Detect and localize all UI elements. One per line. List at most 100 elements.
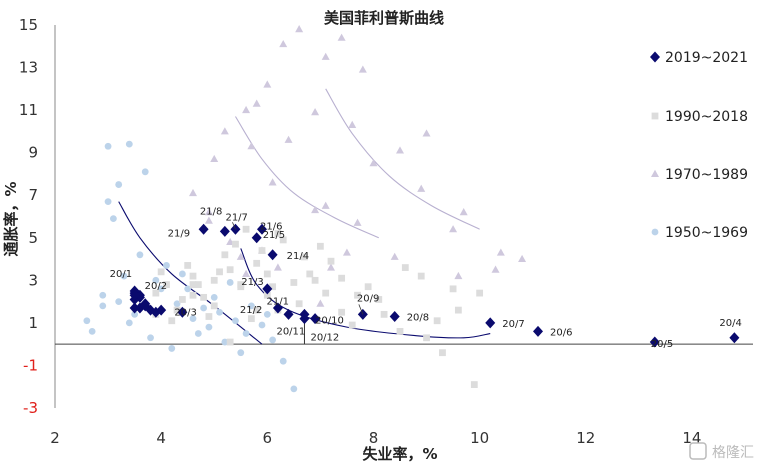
data-point — [375, 296, 383, 303]
data-point — [220, 127, 229, 135]
data-point — [310, 313, 321, 325]
data-point — [125, 319, 133, 327]
data-point — [125, 140, 133, 148]
data-point — [321, 201, 330, 209]
x-tick-label: 10 — [470, 429, 489, 447]
data-point — [279, 39, 288, 48]
x-axis-title: 失业率，% — [362, 445, 437, 463]
data-point — [189, 281, 197, 288]
annotation-leader — [232, 222, 236, 230]
data-point — [99, 302, 107, 310]
data-point — [422, 129, 431, 137]
data-point — [283, 308, 294, 320]
data-point — [295, 25, 304, 33]
data-point — [129, 302, 140, 314]
legend-symbol — [651, 169, 659, 177]
data-point — [389, 311, 400, 323]
data-point — [279, 357, 287, 365]
y-tick-label: -1 — [23, 356, 38, 374]
data-point — [219, 225, 230, 237]
data-point — [337, 33, 346, 41]
data-point — [396, 328, 404, 335]
point-label: 20/5 — [651, 339, 673, 350]
data-point — [156, 304, 167, 316]
data-point — [364, 283, 372, 291]
data-point — [251, 232, 262, 244]
point-label: 20/1 — [110, 269, 132, 280]
data-point — [262, 283, 273, 295]
trend-curve — [118, 201, 263, 345]
data-point — [173, 306, 181, 314]
data-point — [390, 252, 399, 260]
point-label: 20/8 — [407, 313, 429, 324]
data-point — [454, 306, 462, 314]
data-point — [327, 263, 335, 271]
data-point — [322, 289, 330, 297]
data-point — [649, 336, 660, 348]
data-point — [423, 334, 430, 342]
data-point — [178, 296, 186, 303]
data-point — [242, 330, 250, 337]
point-label: 20/7 — [502, 319, 524, 330]
data-point — [353, 218, 362, 226]
data-point — [470, 381, 478, 388]
data-point — [417, 184, 426, 192]
y-tick-label: 11 — [19, 101, 38, 119]
data-point — [491, 265, 500, 273]
data-point — [178, 270, 186, 278]
point-label: 20/6 — [550, 327, 572, 338]
data-point — [152, 276, 160, 284]
data-point — [99, 291, 107, 299]
data-point — [247, 315, 255, 323]
data-point — [358, 65, 367, 73]
data-point — [221, 338, 229, 346]
data-point — [189, 272, 197, 280]
data-point — [327, 257, 335, 265]
legend-symbol — [650, 51, 660, 63]
x-tick-label: 12 — [576, 429, 595, 447]
data-point — [301, 253, 308, 261]
data-point — [242, 225, 250, 233]
data-point — [216, 268, 223, 276]
data-point — [226, 279, 234, 286]
point-annotations: 20/4 20/5 20/6 20/7 20/8 20/9 20/10 20/11 20/12 2… — [110, 206, 742, 350]
data-point — [269, 283, 277, 291]
data-point — [210, 293, 218, 301]
y-tick-label: 9 — [28, 144, 38, 162]
x-tick-label: 6 — [263, 429, 273, 447]
x-tick-label: 8 — [369, 429, 379, 447]
data-point — [163, 281, 170, 288]
data-point — [194, 330, 202, 337]
legend-label: 1970~1989 — [665, 167, 748, 183]
trend-curves — [118, 88, 491, 345]
legend: 2019~2021 1990~2018 1970~1989 1950~1969 — [650, 50, 748, 241]
point-label: 21/9 — [168, 228, 190, 239]
data-point — [115, 298, 123, 306]
data-point — [242, 269, 251, 277]
legend-label: 1950~1969 — [665, 225, 748, 241]
data-point — [168, 345, 176, 352]
chart-title: 美国菲利普斯曲线 — [324, 9, 444, 27]
data-point — [232, 240, 239, 248]
data-point — [274, 230, 282, 237]
data-point — [449, 285, 457, 293]
data-point — [258, 321, 266, 329]
data-point — [177, 306, 188, 318]
data-point — [279, 236, 287, 244]
data-point — [268, 178, 277, 186]
data-point — [205, 313, 213, 320]
data-point — [210, 276, 218, 284]
data-point — [237, 283, 245, 291]
data-point — [311, 276, 319, 284]
x-tick-label: 2 — [50, 429, 60, 447]
point-label: 20/11 — [276, 327, 305, 338]
trend-curve — [325, 88, 480, 230]
data-point — [311, 205, 320, 214]
data-point — [396, 146, 404, 154]
data-point — [204, 216, 213, 224]
point-label: 20/3 — [174, 307, 196, 318]
data-point — [316, 299, 325, 307]
data-point — [247, 142, 256, 150]
data-point — [104, 142, 112, 150]
data-point — [236, 252, 245, 260]
